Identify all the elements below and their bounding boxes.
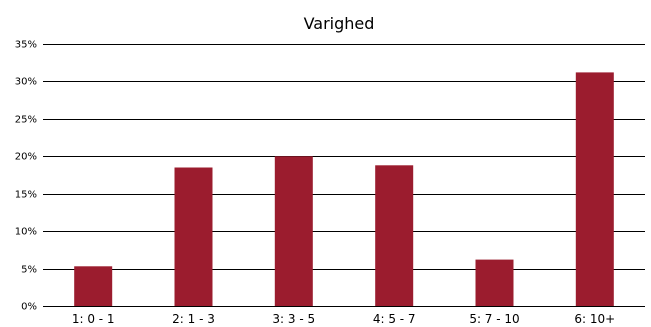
y-tick-label: 20%	[15, 152, 37, 163]
y-tick-label: 0%	[21, 302, 37, 313]
x-tick-label: 2: 1 - 3	[172, 312, 215, 326]
y-tick-label: 30%	[15, 77, 37, 88]
x-tick-label: 5: 7 - 10	[469, 312, 519, 326]
x-tick-label: 3: 3 - 5	[272, 312, 315, 326]
bar	[575, 72, 614, 307]
y-tick-label: 35%	[15, 40, 37, 51]
bar	[375, 165, 414, 306]
bar	[174, 167, 213, 306]
x-tick-label: 4: 5 - 7	[373, 312, 416, 326]
y-tick-label: 5%	[21, 265, 37, 276]
x-tick-label: 6: 10+	[574, 312, 615, 326]
x-axis-ticks: 1: 0 - 1 2: 1 - 3 3: 3 - 5 4: 5 - 7 5: 7 - 1…	[72, 312, 615, 326]
bar	[274, 156, 313, 306]
bars	[74, 72, 614, 307]
x-tick-label: 1: 0 - 1	[72, 312, 115, 326]
bar	[475, 259, 514, 306]
y-tick-label: 25%	[15, 115, 37, 126]
y-tick-label: 15%	[15, 190, 37, 201]
chart-title: Varighed	[304, 14, 375, 33]
y-tick-label: 10%	[15, 227, 37, 238]
bar	[74, 266, 113, 306]
y-axis-ticks: 0% 5% 10% 15% 20% 25% 30% 35%	[15, 40, 37, 313]
grid	[43, 44, 645, 307]
